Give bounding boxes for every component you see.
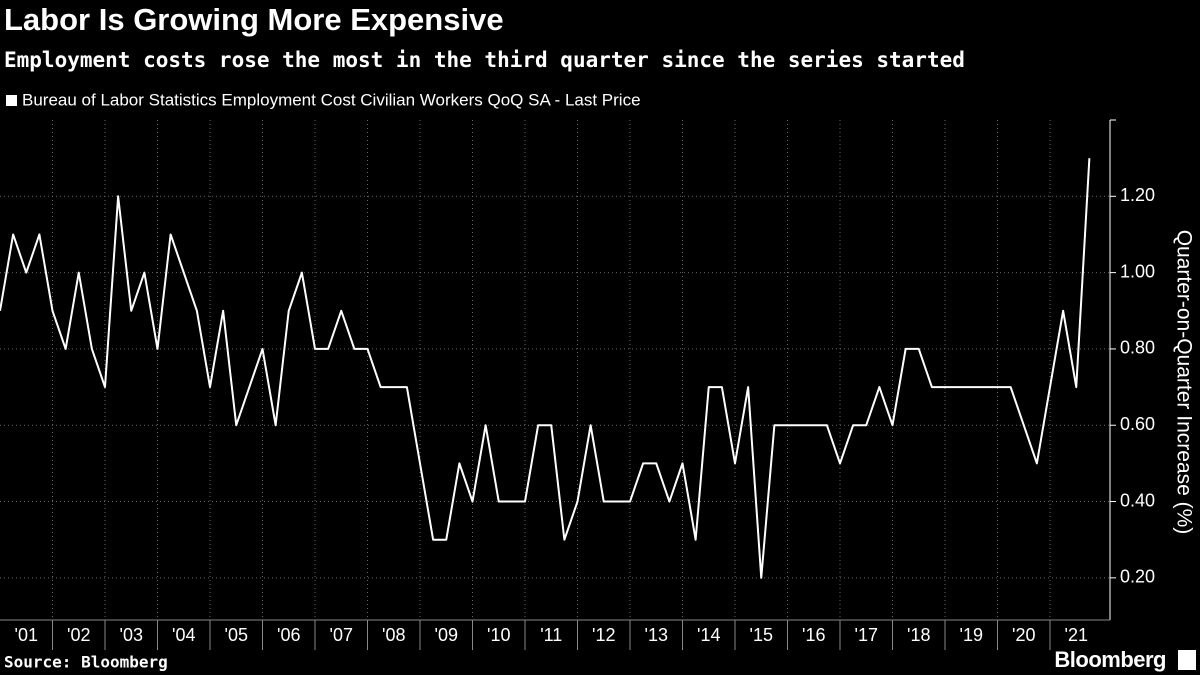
x-tick-label: '18 [907,625,930,645]
y-tick-label: 0.80 [1120,338,1155,358]
x-tick-label: '15 [750,625,773,645]
y-tick-label: 1.20 [1120,185,1155,205]
x-tick-label: '04 [172,625,195,645]
x-tick-label: '17 [855,625,878,645]
x-tick-label: '11 [540,625,562,645]
legend-swatch [6,95,17,106]
x-tick-label: '09 [435,625,458,645]
x-tick-label: '13 [645,625,668,645]
x-tick-label: '05 [225,625,248,645]
x-tick-label: '21 [1065,625,1088,645]
x-tick-label: '16 [802,625,825,645]
chart-subtitle: Employment costs rose the most in the th… [4,48,965,72]
legend-label: Bureau of Labor Statistics Employment Co… [22,90,641,109]
y-tick-label: 1.00 [1120,261,1155,281]
x-tick-label: '10 [487,625,510,645]
x-tick-label: '12 [592,625,615,645]
x-tick-label: '06 [277,625,300,645]
x-tick-label: '02 [67,625,90,645]
chart-title: Labor Is Growing More Expensive [4,2,504,37]
brand-logo [1178,650,1196,670]
y-tick-label: 0.20 [1120,567,1155,587]
x-tick-label: '20 [1012,625,1035,645]
x-tick-label: '07 [330,625,353,645]
line-series [0,158,1091,579]
y-axis-label: Quarter-on-Quarter Increase (%) [1172,230,1195,535]
x-tick-label: '14 [697,625,720,645]
source: Source: Bloomberg [4,653,168,672]
x-tick-label: '19 [960,625,983,645]
x-tick-label: '03 [120,625,143,645]
y-tick-label: 0.60 [1120,414,1155,434]
y-tick-label: 0.40 [1120,490,1155,510]
brand: Bloomberg [1054,647,1166,672]
x-tick-label: '08 [382,625,405,645]
x-tick-label: '01 [15,625,38,645]
